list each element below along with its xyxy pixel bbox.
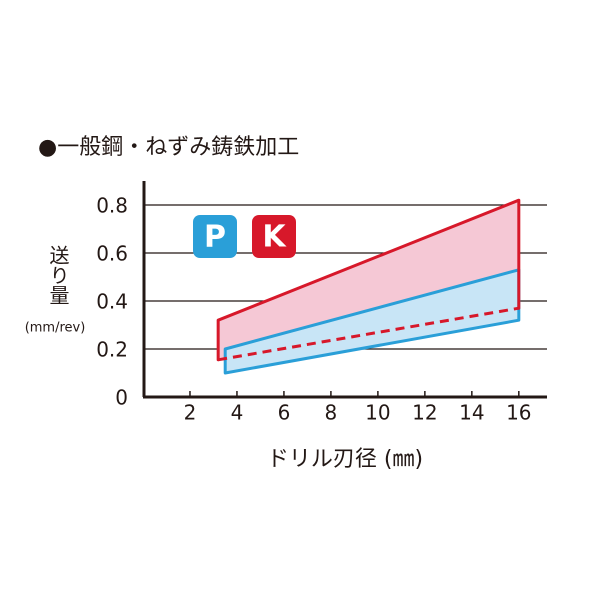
y-tick-label: 0.2 bbox=[96, 338, 128, 362]
legend-swatch bbox=[193, 215, 237, 258]
chart-title: ●一般鋼・ねずみ鋳鉄加工 bbox=[38, 135, 299, 160]
x-axis-label: ドリル刃径 (㎜) bbox=[267, 447, 423, 472]
y-tick-label: 0.6 bbox=[96, 242, 128, 266]
y-axis-unit: (mm/rev) bbox=[25, 321, 86, 336]
x-tick-label: 2 bbox=[184, 401, 197, 425]
x-tick-label: 16 bbox=[506, 401, 531, 425]
legend-label: P bbox=[204, 220, 226, 255]
x-tick-label: 12 bbox=[412, 401, 437, 425]
y-axis-label: 送り量 bbox=[46, 245, 70, 305]
x-tick-label: 6 bbox=[278, 401, 291, 425]
y-tick-label: 0.4 bbox=[96, 290, 128, 314]
y-tick-label: 0.8 bbox=[96, 194, 128, 218]
x-tick-label: 10 bbox=[365, 401, 390, 425]
band-lower bbox=[217, 306, 520, 362]
band-upper bbox=[217, 198, 520, 322]
legend-swatch bbox=[252, 215, 296, 258]
legend-label: K bbox=[262, 220, 287, 255]
x-tick-label: 4 bbox=[231, 401, 244, 425]
y-tick-label: 0 bbox=[115, 386, 128, 410]
x-tick-label: 14 bbox=[459, 401, 484, 425]
x-tick-label: 8 bbox=[325, 401, 338, 425]
